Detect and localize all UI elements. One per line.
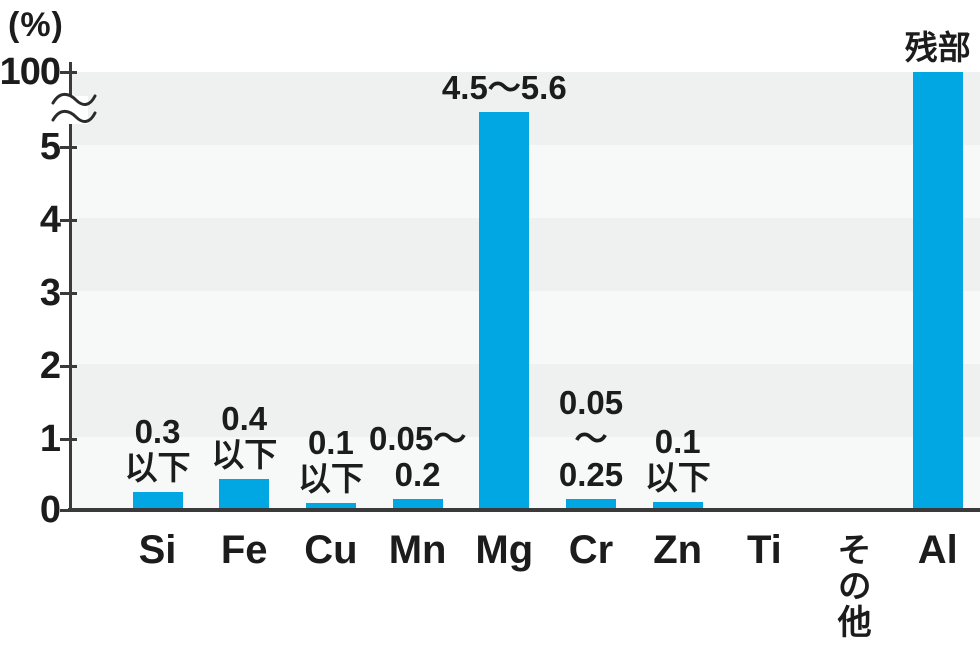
y-tick-label-4: 4 [39, 199, 61, 241]
value-label-line: 0.1 [307, 424, 354, 461]
value-label-line: 0.3 [134, 413, 181, 450]
y-axis-line [69, 62, 72, 512]
bar-mg [479, 112, 530, 512]
x-axis-baseline [68, 508, 980, 512]
value-label-line: 以下 [644, 459, 711, 496]
y-tick-label-1: 1 [39, 418, 61, 460]
value-label-line: 4.5〜5.6 [441, 69, 567, 106]
value-label-line: 0.4 [221, 400, 268, 437]
x-label-mn: Mn [388, 528, 447, 572]
y-tick-label-100: 100 [0, 51, 61, 93]
value-label-fe: 0.4 以下 [154, 401, 334, 473]
y-tick-label-3: 3 [39, 272, 61, 314]
value-label-line: 〜 [574, 420, 608, 457]
axis-break-icon [51, 92, 97, 124]
value-label-mn: 0.05〜 0.2 [328, 421, 508, 493]
y-tick-100 [60, 71, 77, 74]
x-label-mg: Mg [475, 528, 534, 572]
x-label-si: Si [138, 528, 177, 572]
bar-si [132, 492, 183, 512]
value-label-cu: 0.1 以下 [241, 425, 421, 497]
bar-zn [652, 502, 703, 512]
x-label-other: その他 [832, 532, 871, 640]
y-tick-4 [60, 219, 77, 222]
y-tick-1 [60, 438, 77, 441]
x-label-zn: Zn [653, 528, 703, 572]
x-label-cu: Cu [304, 528, 358, 572]
x-label-ti: Ti [746, 528, 782, 572]
value-label-line: 0.05〜 [368, 420, 467, 457]
value-label-al: 残部 [848, 30, 980, 66]
value-label-zn: 0.1 以下 [588, 424, 768, 496]
value-label-line: 以下 [124, 449, 191, 486]
value-label-line: 0.05 [558, 384, 624, 421]
y-tick-label-0: 0 [39, 489, 61, 531]
y-axis-unit-label: (%) [8, 6, 64, 44]
bar-al [912, 72, 963, 512]
value-label-mg: 4.5〜5.6 [414, 70, 594, 106]
y-tick-2 [60, 365, 77, 368]
y-tick-label-5: 5 [39, 126, 61, 168]
value-label-cr: 0.05 〜 0.25 [501, 385, 681, 493]
value-label-line: 0.25 [558, 456, 624, 493]
value-label-line: 残部 [904, 29, 971, 66]
x-label-cr: Cr [568, 528, 614, 572]
x-label-al: Al [917, 528, 958, 572]
y-tick-3 [60, 292, 77, 295]
value-label-si: 0.3 以下 [68, 414, 248, 486]
value-label-line: 以下 [211, 436, 278, 473]
bar-fe [219, 479, 270, 512]
bar-cu [305, 503, 356, 512]
value-label-line: 0.1 [654, 423, 701, 460]
y-tick-5 [60, 146, 77, 149]
value-label-line: 0.2 [394, 456, 441, 493]
x-label-fe: Fe [220, 528, 268, 572]
y-tick-label-2: 2 [39, 345, 61, 387]
value-label-line: 以下 [297, 460, 364, 497]
